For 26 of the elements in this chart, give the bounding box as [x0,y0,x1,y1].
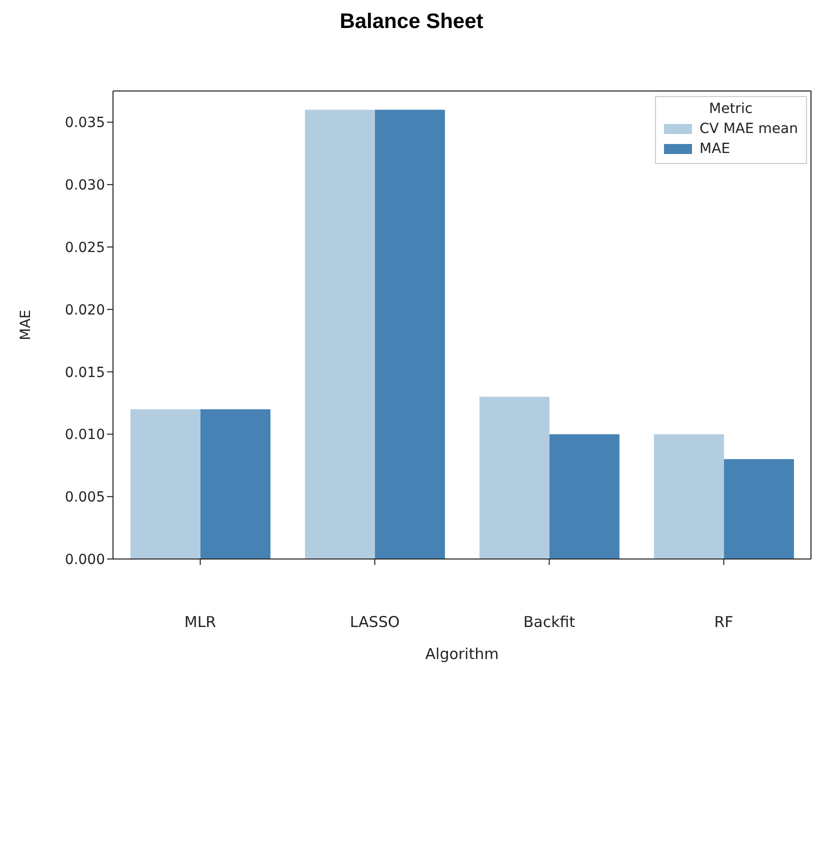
y-tick-label: 0.005 [64,490,105,506]
x-tick-label: LASSO [350,613,400,631]
y-axis-title: MAE [18,310,34,340]
y-tick-label: 0.015 [64,364,105,381]
bar [304,110,375,559]
y-tick-label: 0.030 [64,178,105,194]
legend-label: MAE [700,140,730,159]
y-tick-label: 0.025 [64,240,105,256]
x-tick-label: RF [714,613,734,631]
y-tick-label: 0.020 [64,302,105,318]
bar [130,409,200,559]
bar [724,459,794,559]
legend-title: Metric [708,101,754,117]
x-tick-label: Backfit [523,613,576,631]
bar [654,434,724,559]
x-axis-title: Algorithm [425,645,499,663]
chart-title: Balance Sheet [338,10,484,34]
legend-label: CV MAE mean [700,120,798,139]
y-tick-label: 0.000 [64,552,105,568]
y-tick-label: 0.010 [64,427,105,444]
bar [374,110,445,559]
bar [479,396,550,559]
y-tick-label: 0.035 [64,115,105,132]
bar [549,434,620,559]
bar [200,409,270,559]
x-tick-label: MLR [184,613,216,631]
